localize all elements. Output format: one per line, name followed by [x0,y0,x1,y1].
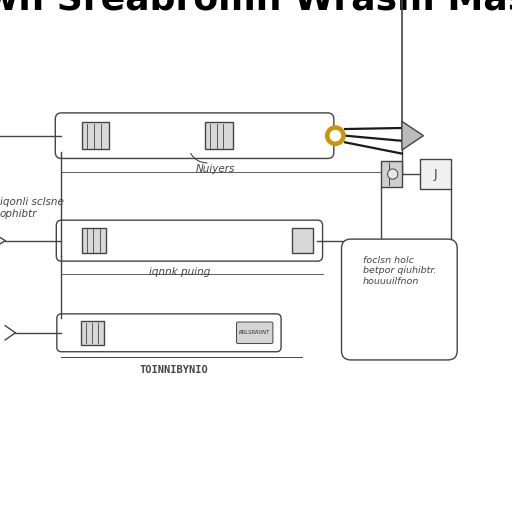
Bar [292,228,313,253]
Text: RRLSRR0NT: RRLSRR0NT [239,330,271,335]
FancyBboxPatch shape [57,314,281,352]
Text: TOINNIBYNIO: TOINNIBYNIO [140,365,208,375]
Text: iqnnk puing: iqnnk puing [148,267,210,278]
FancyBboxPatch shape [342,239,457,360]
Circle shape [326,126,345,145]
Bar [82,228,106,253]
Bar [205,122,233,150]
FancyBboxPatch shape [55,113,334,159]
Circle shape [330,131,340,141]
Bar [381,161,402,187]
Text: iqonli sclsne
ophibtr: iqonli sclsne ophibtr [0,197,64,219]
FancyBboxPatch shape [237,322,273,344]
Bar [420,159,451,189]
Polygon shape [402,121,423,150]
Text: wn Sreabromn Wrasm Massl: wn Sreabromn Wrasm Massl [0,0,512,16]
Text: J: J [433,167,437,181]
Bar [82,122,109,150]
Bar [81,321,104,345]
Text: foclsn holc
betpor qiuhibtr.
houuuilfnon: foclsn holc betpor qiuhibtr. houuuilfnon [362,256,436,286]
Circle shape [388,169,398,179]
Text: Nuiyers: Nuiyers [196,164,234,174]
FancyBboxPatch shape [56,220,323,261]
